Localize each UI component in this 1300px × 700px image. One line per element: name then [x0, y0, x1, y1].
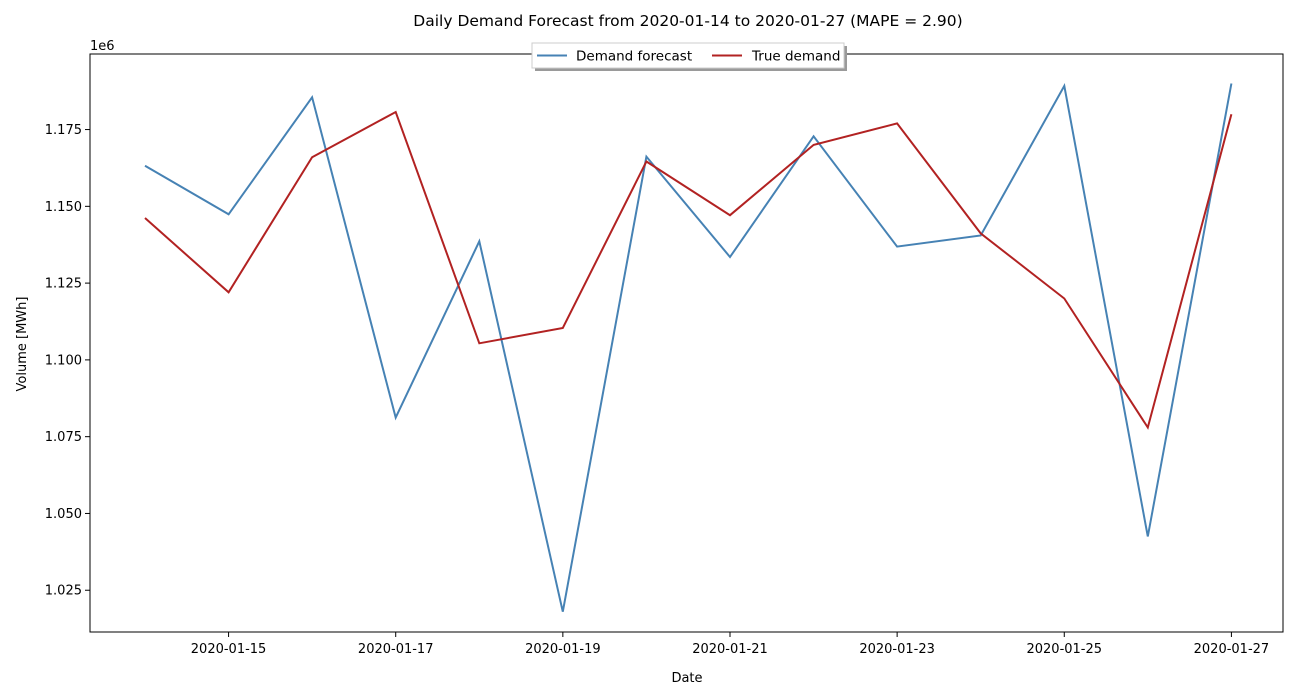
y-tick-label: 1.050: [45, 507, 82, 522]
legend-box: [531, 42, 845, 69]
x-tick-label: 2020-01-15: [191, 642, 267, 657]
x-tick-label: 2020-01-23: [859, 642, 935, 657]
x-tick-label: 2020-01-27: [1194, 642, 1270, 657]
y-axis-label: Volume [MWh]: [15, 297, 30, 392]
legend-label: True demand: [751, 49, 840, 65]
y-offset-label: 1e6: [90, 39, 115, 54]
legend: Demand forecast True demand: [531, 42, 847, 71]
x-tick-label: 2020-01-25: [1026, 642, 1102, 657]
x-tick-label: 2020-01-17: [358, 642, 434, 657]
plot-frame: [89, 53, 1284, 633]
chart-title: Daily Demand Forecast from 2020-01-14 to…: [413, 12, 962, 30]
series-line-true-demand: [144, 110, 1233, 430]
x-tick-label: 2020-01-19: [525, 642, 601, 657]
x-tick-label: 2020-01-21: [692, 642, 768, 657]
y-tick-label: 1.175: [45, 123, 82, 138]
y-tick-label: 1.125: [45, 277, 82, 292]
legend-label: Demand forecast: [576, 49, 692, 65]
y-tick-label: 1.150: [45, 200, 82, 215]
y-tick-label: 1.025: [45, 584, 82, 599]
plot-area: 1.025 1.050 1.075 1.100 1.125 1.150 1.175 2020-…: [45, 53, 1284, 657]
y-tick-label: 1.100: [45, 353, 82, 368]
x-axis-label: Date: [671, 671, 702, 686]
y-tick-label: 1.075: [45, 430, 82, 445]
